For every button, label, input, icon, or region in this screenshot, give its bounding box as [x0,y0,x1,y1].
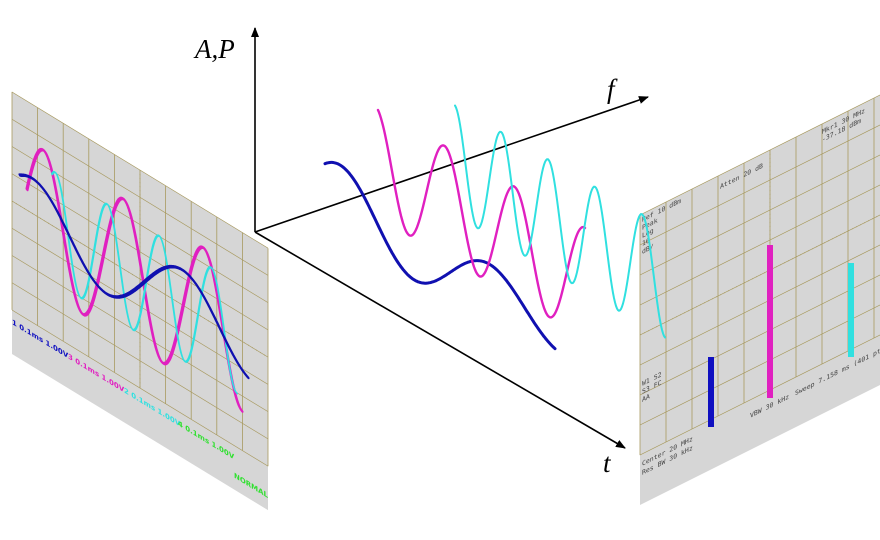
wave [18,173,250,380]
spectrum-line [708,357,714,427]
grid-line [12,200,268,358]
analyzer-panel [640,85,880,505]
wave [376,108,587,319]
axis-label: f [607,74,618,104]
axis-label: t [603,448,612,478]
oscilloscope: 1 0.1ms 1.00V 3 0.1ms 1.00V 2 0.1ms 1.00… [11,91,269,511]
spectrum-line [848,263,854,357]
axis-label: A,P [193,34,235,64]
wave [51,170,238,395]
signal-waves [323,104,666,351]
spectrum-line [767,245,773,398]
spectrum-analyzer: Ref 10 dBm Peak Log 10 dB/ Atten 20 dB M… [639,84,880,505]
grid-line [12,255,268,413]
grid-line [12,118,268,276]
scope-waves [18,147,250,413]
grid-line [640,204,880,336]
analyzer-label: dB/ [642,242,654,255]
scope-grid [11,91,269,467]
grid-line [640,174,880,306]
grid-line [12,173,268,331]
time-axis [254,231,626,449]
wave [454,104,666,339]
grid-line [12,309,268,467]
analyzer-label: AA [642,392,651,404]
wave [25,147,244,413]
analyzer-label: 10 [642,236,650,247]
grid-line [12,282,268,440]
wave [323,160,557,351]
grid-line [640,114,880,246]
